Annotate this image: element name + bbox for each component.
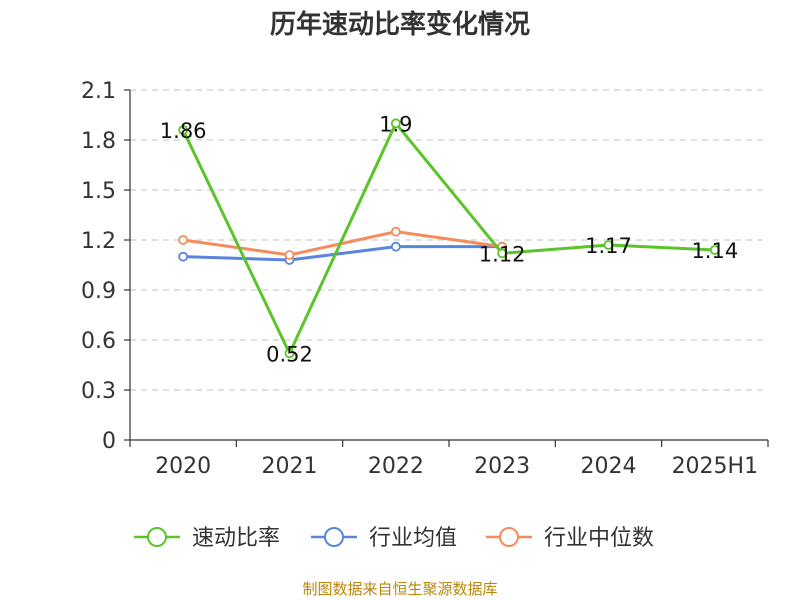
series-point	[709, 245, 720, 255]
legend-item: 速动比率	[134, 526, 280, 551]
series-point	[390, 226, 401, 237]
data-label: 0.52	[266, 342, 313, 366]
series-point	[178, 235, 189, 245]
y-tick-label: 1.8	[81, 129, 116, 154]
data-label: 1.17	[585, 234, 632, 258]
source-note: 制图数据来自恒生聚源数据库	[302, 580, 497, 598]
data-label: 1.12	[479, 242, 526, 266]
legend-item: 行业中位数	[486, 526, 654, 551]
series-line-2	[182, 230, 503, 257]
series-point	[178, 251, 189, 262]
data-label: 1.9	[379, 112, 412, 136]
chart-title: 历年速动比率变化情况	[270, 9, 530, 40]
legend-marker	[147, 527, 167, 547]
y-tick-label: 0	[102, 429, 116, 454]
axes: 0 0.3 0.6 0.9 1.2 1.5 1.8 2.1 2020 2021 2022 2023 20…	[81, 79, 769, 479]
series-point	[497, 248, 508, 259]
x-tick-label: 2025H1	[672, 454, 759, 479]
data-label: 1.86	[160, 119, 207, 143]
series-point	[284, 348, 295, 359]
series-point	[284, 250, 295, 260]
x-tick-label: 2020	[155, 454, 211, 479]
y-tick-label: 2.1	[81, 79, 116, 104]
legend-item: 行业均值	[311, 526, 457, 551]
x-tick-label: 2022	[368, 454, 424, 479]
series-line-0	[181, 121, 715, 355]
series-point	[390, 241, 401, 252]
data-label: 1.14	[691, 239, 738, 263]
legend-label: 行业中位数	[544, 526, 654, 551]
x-tick-label: 2024	[581, 454, 637, 479]
series-layer	[178, 118, 720, 359]
legend-marker	[499, 527, 519, 547]
x-tick-label: 2021	[262, 454, 318, 479]
series-point	[390, 118, 401, 129]
legend: 速动比率 行业均值 行业中位数	[134, 526, 654, 551]
legend-label: 行业均值	[369, 526, 457, 551]
legend-label: 速动比率	[192, 526, 280, 551]
y-tick-label: 0.6	[81, 329, 116, 354]
y-tick-label: 0.3	[81, 379, 116, 404]
series-line-1	[183, 245, 503, 262]
series-point	[178, 125, 189, 135]
y-tick-label: 1.2	[81, 229, 116, 254]
y-tick-label: 1.5	[81, 179, 116, 204]
y-tick-label: 0.9	[81, 279, 116, 304]
legend-marker	[324, 527, 344, 547]
data-labels: 1.86 0.52 1.9 1.12 1.17 1.14	[160, 112, 738, 366]
series-point	[603, 240, 614, 250]
x-tick-label: 2023	[474, 454, 530, 479]
